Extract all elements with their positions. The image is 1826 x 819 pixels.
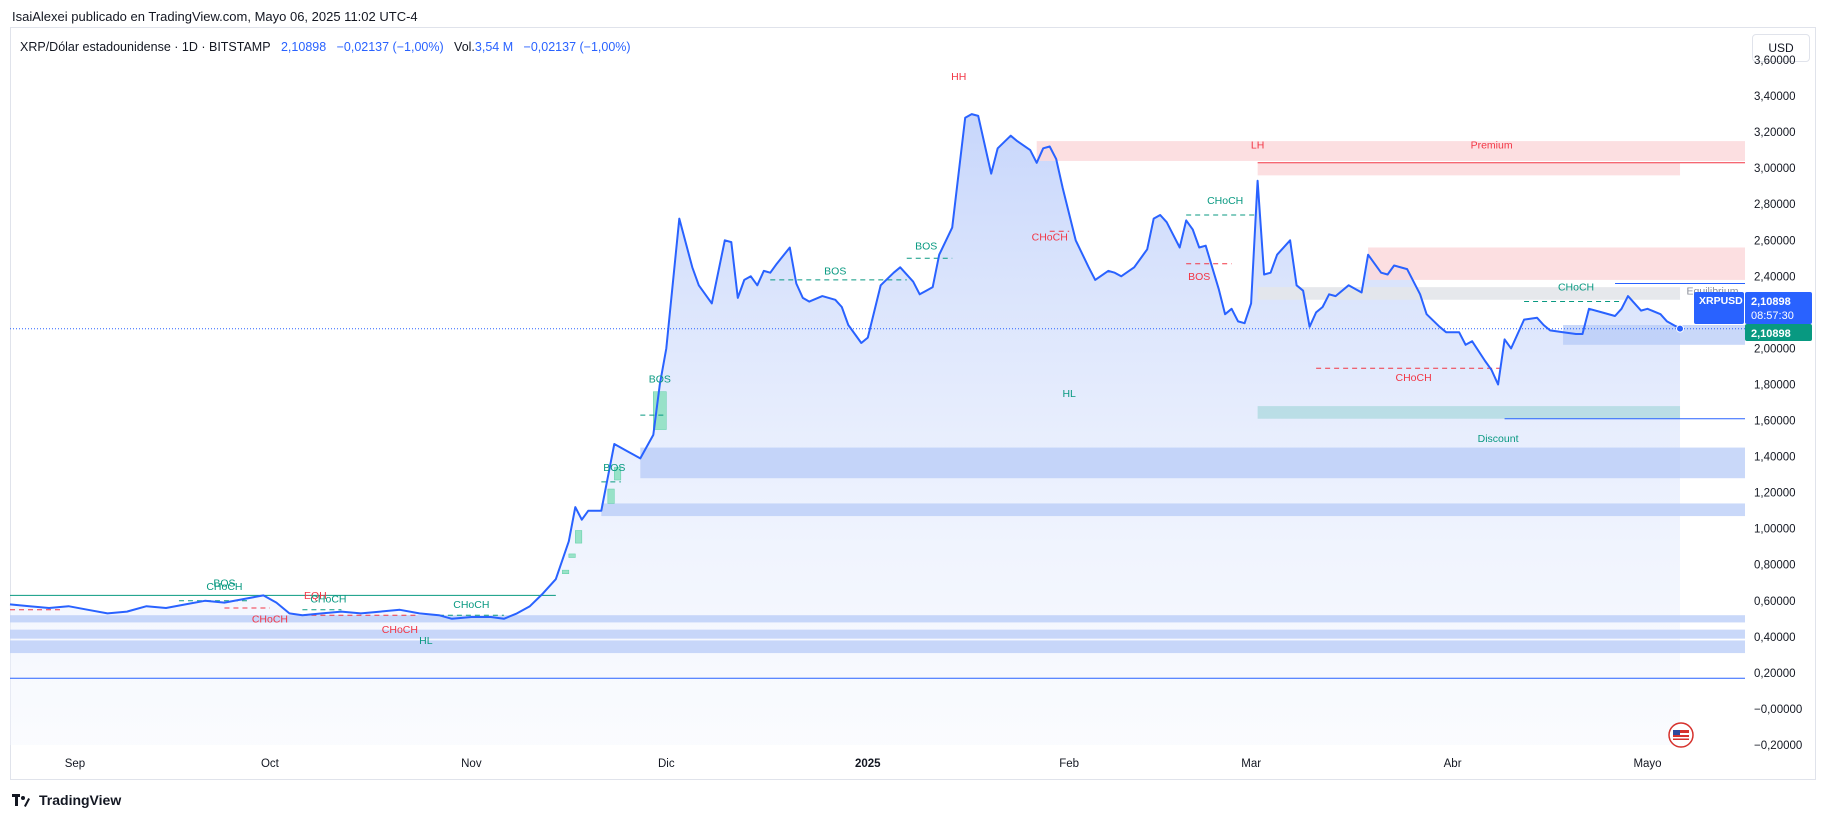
annotation-label: CHoCH xyxy=(1558,282,1594,294)
zone-premium xyxy=(1368,247,1745,280)
zone-blue xyxy=(1563,324,1745,345)
brand-name: TradingView xyxy=(39,792,122,808)
x-tick-label: 2025 xyxy=(855,758,881,770)
zone-green xyxy=(607,488,615,504)
legend-symbol[interactable]: XRP/Dólar estadounidense · 1D · BITSTAMP xyxy=(20,40,271,54)
price-area-fill xyxy=(10,114,1680,746)
symbol-legend: XRP/Dólar estadounidense · 1D · BITSTAMP… xyxy=(20,40,631,54)
annotation-label: EQH xyxy=(304,590,327,602)
legend-vol-value: 3,54 M xyxy=(474,40,514,54)
x-tick-label: Mar xyxy=(1241,758,1261,770)
y-tick-label: −0,20000 xyxy=(1754,740,1802,752)
legend-vol-label: Vol. xyxy=(454,40,475,54)
annotation-label: BOS xyxy=(824,266,846,278)
zone-teal xyxy=(1257,406,1681,419)
symbol-price-tag-symbol: XRPUSD xyxy=(1699,295,1743,307)
y-tick-label: 1,40000 xyxy=(1754,452,1796,464)
y-tick-label: 0,60000 xyxy=(1754,596,1796,608)
us-flag-icon xyxy=(1668,722,1694,748)
currency-button[interactable]: USD xyxy=(1752,34,1810,62)
x-tick-label: Sep xyxy=(65,758,85,770)
publisher-line: IsaiAlexei publicado en TradingView.com,… xyxy=(12,9,418,24)
tradingview-logo-icon xyxy=(12,793,34,807)
annotation-label: LH xyxy=(1251,139,1264,151)
legend-vol-change: −0,02137 (−1,00%) xyxy=(523,40,631,54)
symbol-price-tag xyxy=(1694,292,1744,324)
y-tick-label: 3,40000 xyxy=(1754,91,1796,103)
zone-green xyxy=(575,530,583,544)
zone-blue xyxy=(10,615,1745,623)
zone-blue xyxy=(640,447,1745,479)
x-tick-label: Mayo xyxy=(1633,758,1661,770)
price-line xyxy=(9,113,1681,620)
annotation-label: Discount xyxy=(1478,433,1519,445)
y-tick-label: 1,60000 xyxy=(1754,416,1796,428)
chart-frame xyxy=(10,27,1816,780)
annotation-label: HH xyxy=(951,71,966,83)
y-tick-label: 2,60000 xyxy=(1754,235,1796,247)
price-tag-value: 2,10898 xyxy=(1751,296,1791,308)
legend-change: −0,02137 (−1,00%) xyxy=(336,40,444,54)
legend-price: 2,10898 xyxy=(280,40,327,54)
y-tick-label: −0,00000 xyxy=(1754,704,1802,716)
annotation-label: HL xyxy=(419,635,433,647)
annotation-label: CHoCH xyxy=(1032,231,1068,243)
flag-stripe-white xyxy=(1673,737,1689,739)
price-tag-countdown: 08:57:30 xyxy=(1751,310,1794,322)
zone-blue xyxy=(601,503,1745,517)
zone-green xyxy=(562,569,570,574)
x-tick-label: Nov xyxy=(461,758,482,770)
annotation-label: BOS xyxy=(1188,271,1210,283)
y-tick-label: 2,80000 xyxy=(1754,199,1796,211)
y-tick-label: 0,40000 xyxy=(1754,632,1796,644)
flag-stripe-white xyxy=(1673,733,1689,735)
x-tick-label: Feb xyxy=(1059,758,1079,770)
annotation-label: CHoCH xyxy=(310,594,346,606)
y-tick-label: 1,00000 xyxy=(1754,524,1796,536)
flag-canton xyxy=(1673,730,1680,735)
zone-blue xyxy=(10,629,1745,639)
last-price-tag-value: 2,10898 xyxy=(1751,328,1791,340)
zone-green xyxy=(568,553,576,558)
y-tick-label: 0,20000 xyxy=(1754,668,1796,680)
price-countdown-tag xyxy=(1745,292,1812,324)
y-tick-label: 1,20000 xyxy=(1754,488,1796,500)
x-tick-label: Dic xyxy=(658,758,675,770)
annotation-label: Premium xyxy=(1471,139,1513,151)
annotation-label: CHoCH xyxy=(1207,195,1243,207)
y-tick-label: 1,80000 xyxy=(1754,379,1796,391)
annotation-label: BOS xyxy=(915,240,937,252)
y-tick-label: 0,80000 xyxy=(1754,560,1796,572)
last-price-tag xyxy=(1745,324,1812,341)
y-tick-label: 3,00000 xyxy=(1754,163,1796,175)
last-price-dot xyxy=(1676,324,1685,333)
annotation-label: HL xyxy=(1062,388,1076,400)
x-tick-label: Oct xyxy=(261,758,280,770)
zone-gray xyxy=(1257,287,1681,300)
annotation-label: BOS xyxy=(213,577,235,589)
annotation-label: BOS xyxy=(603,462,625,474)
annotation-label: CHoCH xyxy=(206,581,242,593)
x-tick-label: Abr xyxy=(1444,758,1462,770)
annotation-label: CHoCH xyxy=(382,624,418,636)
annotation-label: BOS xyxy=(649,374,671,386)
zone-premium xyxy=(1036,141,1745,161)
y-tick-label: 2,40000 xyxy=(1754,271,1796,283)
annotation-label: CHoCH xyxy=(453,599,489,611)
y-tick-label: 2,00000 xyxy=(1754,343,1796,355)
zone-green xyxy=(614,467,622,481)
zone-blue xyxy=(10,640,1745,654)
y-tick-label: 3,20000 xyxy=(1754,127,1796,139)
annotation-label: CHoCH xyxy=(252,613,288,625)
y-tick-label: 3,60000 xyxy=(1754,55,1796,67)
tradingview-brand: TradingView xyxy=(12,792,121,808)
annotation-label: CHoCH xyxy=(1396,372,1432,384)
zone-premium xyxy=(1257,162,1681,176)
